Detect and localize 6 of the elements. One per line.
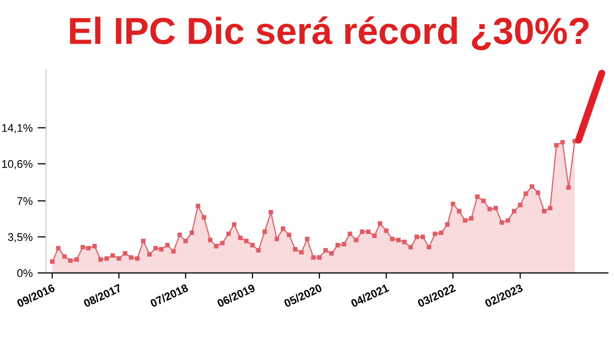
y-tick-label: 0% (17, 269, 32, 278)
y-tick-label: 14,1% (2, 124, 32, 134)
chart-title: El IPC Dic será récord ¿30%? (70, 16, 589, 50)
y-tick-label: 7% (17, 197, 32, 205)
y-tick-label: 3,5% (8, 233, 32, 242)
y-tick-label: 10,6% (2, 160, 32, 170)
